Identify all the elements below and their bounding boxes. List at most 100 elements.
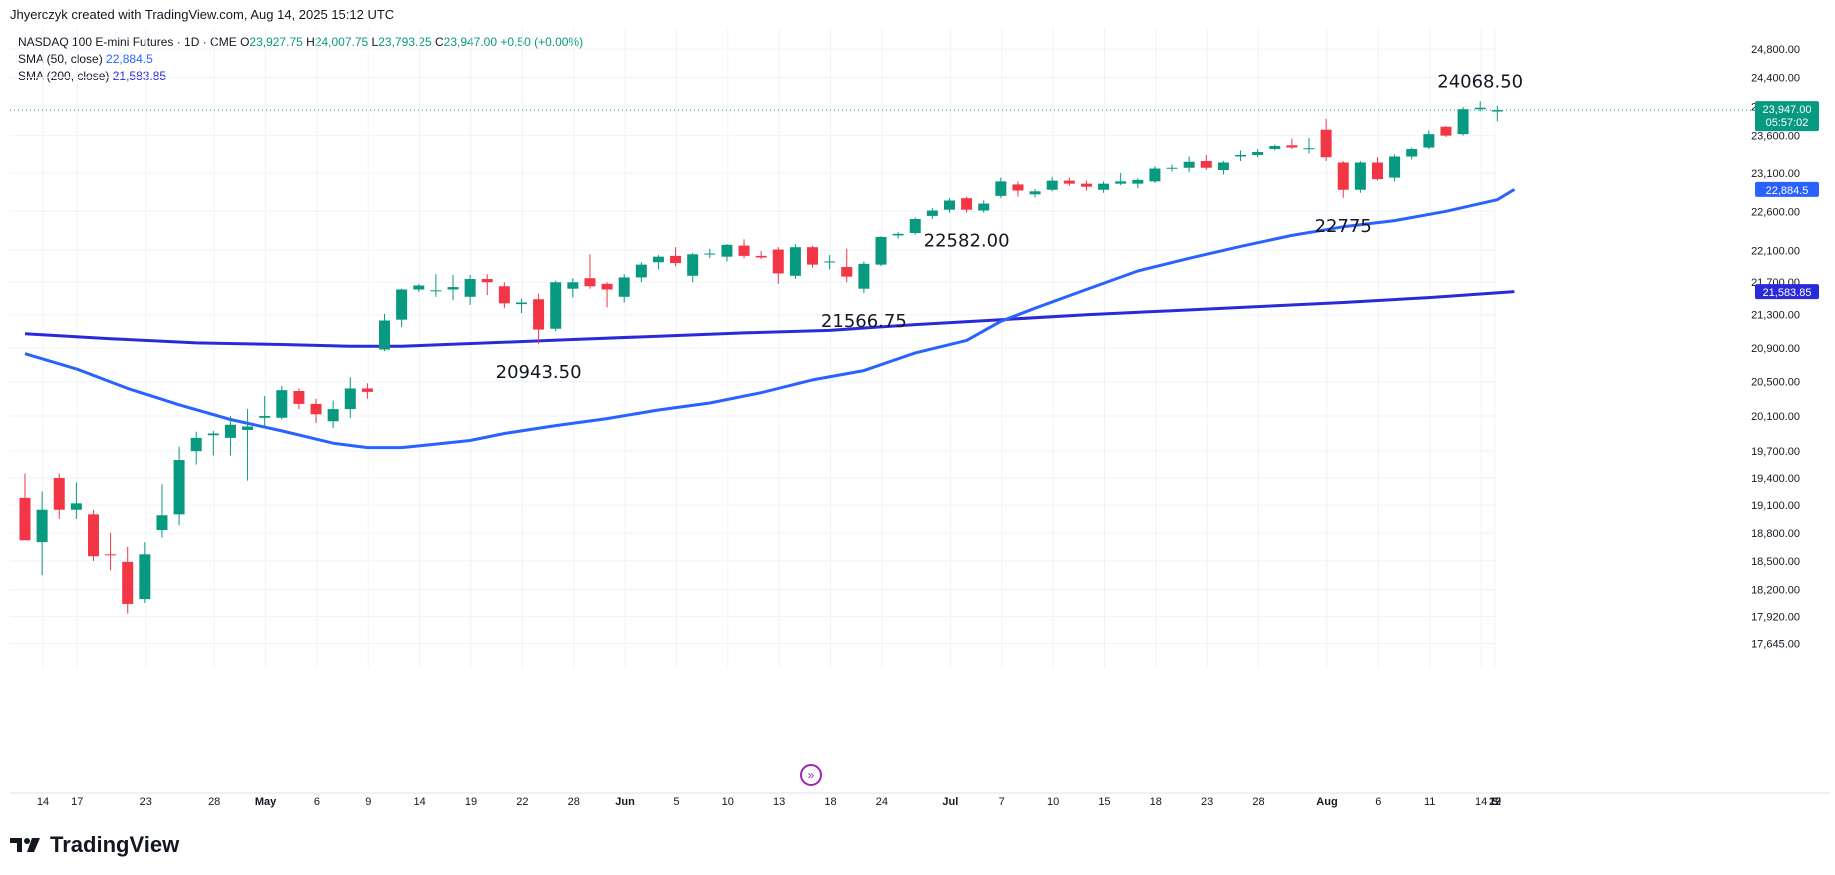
candle-body (36, 509, 48, 543)
candle-body (1303, 148, 1315, 150)
x-tick-label: 24 (876, 796, 888, 808)
close-value: 23,947.00 (443, 35, 498, 49)
candle-body (259, 416, 271, 418)
candle-body (396, 289, 408, 320)
y-tick-label: 20,500.00 (1751, 377, 1800, 389)
candle-body (413, 285, 425, 290)
x-tick-label: 6 (1375, 796, 1381, 808)
candle-body (1320, 129, 1332, 158)
y-tick-label: 17,920.00 (1751, 612, 1800, 624)
candle-body (1354, 162, 1366, 190)
low-value: 23,793.25 (378, 35, 432, 49)
candle-body (1491, 110, 1503, 112)
candle-body (344, 388, 356, 410)
candle-body (1235, 154, 1247, 157)
candle-body (70, 503, 82, 510)
candle-body (430, 290, 442, 292)
y-tick-label: 24,800.00 (1751, 44, 1800, 56)
candle-body (1132, 179, 1144, 184)
candle-body (1252, 151, 1264, 155)
candle-body (1046, 180, 1058, 190)
candle-body (961, 198, 973, 210)
y-tick-label: 23,100.00 (1751, 168, 1800, 180)
candle-body (738, 245, 750, 256)
sma200-line (24, 290, 1515, 348)
candle-body (1149, 168, 1161, 182)
y-tick-label: 19,100.00 (1751, 500, 1800, 512)
y-tick-label: 17,645.00 (1751, 639, 1800, 651)
sma50-tag: 22,884.5 (1755, 181, 1819, 197)
y-tick-label: 23,600.00 (1751, 131, 1800, 143)
price-annotation-label: 21566.75 (821, 311, 907, 332)
x-tick-label: 6 (314, 796, 320, 808)
x-tick-label: 17 (71, 796, 83, 808)
open-value: 23,927.75 (249, 35, 303, 49)
candle-body (190, 437, 202, 452)
legend-ohlc-row[interactable]: NASDAQ 100 E-mini Futures · 1D · CME O23… (18, 34, 583, 51)
price-annotation-label: 24068.50 (1437, 71, 1523, 92)
candle-body (498, 286, 510, 304)
tradingview-logo-text: TradingView (50, 832, 180, 857)
x-tick-label: 14 (37, 796, 49, 808)
candle-body (139, 554, 151, 600)
x-tick-label: 27 (1489, 796, 1501, 808)
candle-body (1423, 134, 1435, 148)
candle-body (772, 249, 784, 274)
x-tick-label: 15 (1098, 796, 1110, 808)
candle-body (19, 497, 31, 541)
candle-body (464, 279, 476, 297)
candle-body (276, 390, 288, 418)
candle-body (943, 200, 955, 210)
candle-body (1371, 162, 1383, 180)
candle-body (515, 302, 527, 305)
candle-body (1029, 191, 1041, 195)
candle-body (704, 253, 716, 255)
last-price-tag-text: 23,947.00 (1763, 104, 1812, 116)
y-tick-label: 19,700.00 (1751, 446, 1800, 458)
candle-body (53, 477, 65, 510)
candle-body (824, 261, 836, 263)
y-tick-label: 22,100.00 (1751, 245, 1800, 257)
y-tick-label: 19,400.00 (1751, 473, 1800, 485)
legend-sma50-row[interactable]: SMA (50, close) 22,884.5 (18, 51, 583, 68)
y-tick-label: 21,300.00 (1751, 310, 1800, 322)
tradingview-logo-icon (10, 838, 40, 852)
candle-body (87, 514, 99, 557)
axes: 24,800.0024,400.0024,000.0023,600.0023,1… (10, 44, 1830, 808)
candle-body (567, 282, 579, 289)
candle-body (807, 247, 819, 265)
sma50-polyline (24, 188, 1516, 450)
candle-body (1389, 156, 1401, 178)
scroll-to-realtime-button[interactable]: » (800, 764, 822, 786)
candle-body (1474, 107, 1486, 110)
candle-body (1406, 149, 1418, 157)
candle-body (310, 403, 322, 415)
x-tick-label: 5 (673, 796, 679, 808)
sma200-tag-bg (1755, 284, 1819, 300)
x-tick-label: 23 (140, 796, 152, 808)
x-tick-label: Aug (1316, 796, 1337, 808)
candle-body (978, 203, 990, 211)
candle-body (1183, 161, 1195, 168)
y-tick-label: 20,900.00 (1751, 343, 1800, 355)
candle-body (926, 210, 938, 216)
candle-body (156, 515, 168, 531)
x-tick-label: 28 (1252, 796, 1264, 808)
x-tick-label: 10 (1047, 796, 1059, 808)
candle-body (858, 263, 870, 289)
candle-body (1269, 146, 1281, 150)
price-chart[interactable]: 24068.50 22775 22582.00 21566.75 20943.50 24… (0, 0, 1835, 820)
candle-body (1440, 126, 1452, 136)
grid-lines (10, 28, 1496, 668)
candle-body (293, 391, 305, 404)
candle-body (789, 247, 801, 276)
last-price-tag-bg (1755, 101, 1819, 132)
candle-body (755, 255, 767, 258)
y-tick-label: 18,200.00 (1751, 584, 1800, 596)
candle-body (670, 255, 682, 264)
legend-sma200-row[interactable]: SMA (200, close) 21,583.85 (18, 68, 583, 85)
price-annotations: 24068.50 22775 22582.00 21566.75 20943.50 (496, 71, 1523, 383)
sma200-tag-text: 21,583.85 (1763, 287, 1812, 299)
sma200-label: SMA (200, close) (18, 69, 110, 83)
